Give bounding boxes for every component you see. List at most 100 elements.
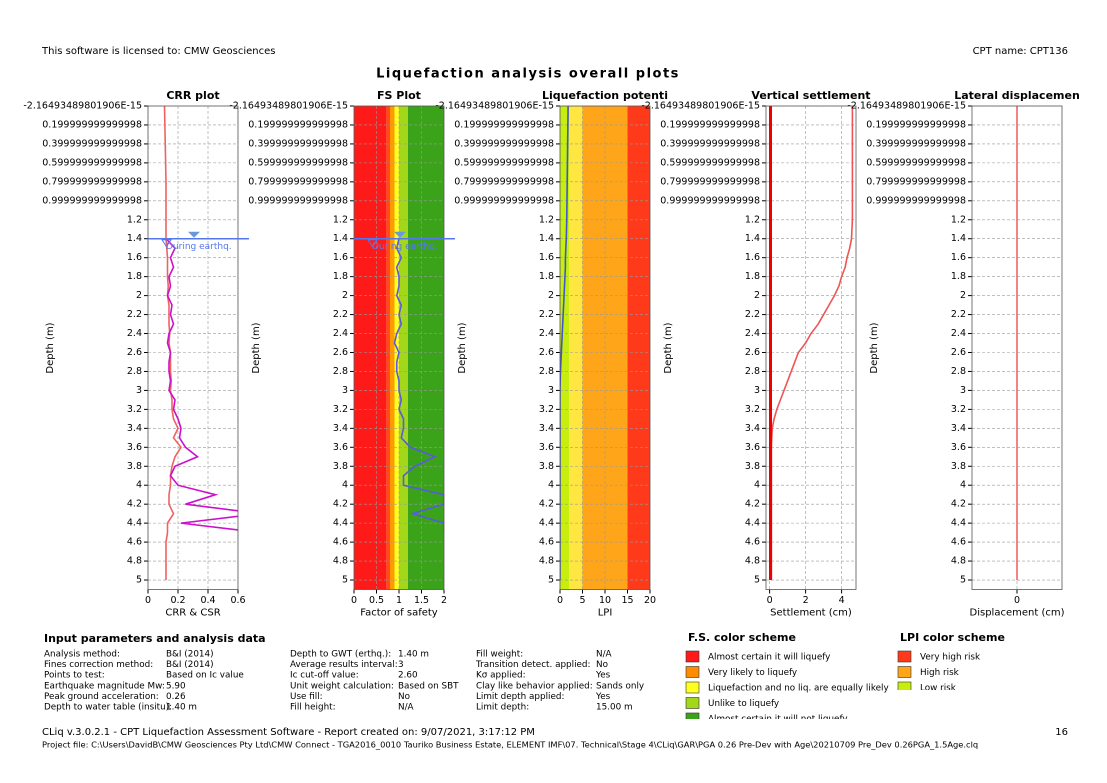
y-tick-label: 3.2 <box>127 404 142 415</box>
y-tick-label: 2.2 <box>127 309 142 320</box>
plot-area <box>354 106 444 590</box>
y-tick-label: 1.4 <box>333 233 348 244</box>
fs-scheme-title: F.S. color scheme <box>688 631 796 644</box>
y-tick-label: 3.8 <box>333 461 348 472</box>
y-tick-label: 3.2 <box>333 404 348 415</box>
annotation: During earthq. <box>166 242 232 252</box>
scheme-swatch <box>897 650 912 663</box>
y-tick-label: 3.2 <box>951 404 966 415</box>
x-tick-label: 0 <box>767 595 773 606</box>
y-axis-label: Depth (m) <box>457 322 468 373</box>
param-value: B&I (2014) <box>166 660 214 670</box>
y-tick-label: 2.8 <box>745 366 760 377</box>
band <box>560 106 569 590</box>
x-axis-label: Displacement (cm) <box>970 608 1065 619</box>
x-axis-label: LPI <box>598 608 613 619</box>
plot-frame <box>147 105 239 590</box>
y-tick-label: 3.4 <box>333 423 348 434</box>
y-tick-label: 0.199999999999998 <box>660 119 760 130</box>
y-tick-label: 2.8 <box>127 366 142 377</box>
y-tick-label: 0.799999999999998 <box>660 176 760 187</box>
y-tick-label: 1.2 <box>333 214 348 225</box>
param-value: No <box>398 692 410 702</box>
y-tick-label: 1.6 <box>127 252 142 263</box>
fs-scheme: Almost certain it will liquefy Very likel… <box>685 650 889 719</box>
y-tick-label: 4.8 <box>745 556 760 567</box>
cpt-name: CPT name: CPT136 <box>973 46 1068 57</box>
x-tick-label: 0 <box>351 595 357 606</box>
y-tick-label: 2.4 <box>333 328 348 339</box>
y-tick-label: 2.6 <box>951 347 966 358</box>
y-tick-label: 4.6 <box>333 537 348 548</box>
param-label: Average results interval: <box>290 660 398 670</box>
y-tick-label: 4.6 <box>539 537 554 548</box>
water-marker <box>394 231 406 238</box>
y-tick-label: 3.6 <box>127 442 142 453</box>
y-tick-label: 1.4 <box>951 233 966 244</box>
project-file: Project file: C:\Users\DavidB\CMW Geosci… <box>42 740 978 750</box>
param-value: Based on Ic value <box>166 671 244 681</box>
y-tick-label: 2.4 <box>539 328 554 339</box>
y-tick-label: 2.2 <box>951 309 966 320</box>
param-label: Kσ applied: <box>476 671 526 681</box>
y-tick-label: 4.2 <box>745 499 760 510</box>
param-label: Transition detect. applied: <box>475 660 590 670</box>
scheme-swatch <box>685 666 700 678</box>
y-tick-label: 3.8 <box>951 461 966 472</box>
param-label: Fill weight: <box>476 650 523 660</box>
y-tick-label: 2 <box>754 290 760 301</box>
chart-title: Lateral displacemen <box>954 89 1080 102</box>
x-tick-label: 0.6 <box>230 595 245 606</box>
y-tick-label: 1.4 <box>745 233 760 244</box>
series-line <box>163 106 182 581</box>
y-axis-label: Depth (m) <box>45 322 56 373</box>
y-tick-label: 0.599999999999998 <box>866 157 966 168</box>
y-tick-label: 1.8 <box>127 271 142 282</box>
y-tick-label: 2.6 <box>539 347 554 358</box>
y-tick-label: 0.999999999999998 <box>660 195 760 206</box>
y-tick-label: 1.2 <box>127 214 142 225</box>
y-tick-label: 1.6 <box>333 252 348 263</box>
param-value: 15.00 m <box>596 703 633 713</box>
param-label: Depth to water table (insitu): <box>44 703 172 713</box>
plot-area <box>560 106 650 590</box>
y-tick-label: 1.2 <box>951 214 966 225</box>
x-axis-label: Factor of safety <box>360 608 438 619</box>
param-label: Fines correction method: <box>44 660 153 670</box>
param-value: Yes <box>595 692 611 702</box>
y-tick-label: 4.8 <box>951 556 966 567</box>
scheme-swatch <box>897 681 912 690</box>
band <box>354 106 387 590</box>
param-label: Unit weight calculation: <box>290 681 394 691</box>
y-tick-label: 3.4 <box>127 423 142 434</box>
y-tick-label: 0.199999999999998 <box>42 119 142 130</box>
param-value: N/A <box>596 650 612 660</box>
y-tick-label: 0.799999999999998 <box>454 176 554 187</box>
param-label: Points to test: <box>44 671 105 681</box>
chart-title: Vertical settlement <box>751 89 870 102</box>
y-tick-label: 3 <box>754 385 760 396</box>
param-value: 1.40 m <box>398 650 429 660</box>
y-axis-label: Depth (m) <box>869 322 880 373</box>
param-label: Earthquake magnitude Mw: <box>44 681 165 691</box>
series-line <box>393 238 444 533</box>
scheme-label: Unlike to liquefy <box>708 699 779 709</box>
x-axis-label: CRR & CSR <box>165 608 220 619</box>
x-tick-label: 10 <box>599 595 611 606</box>
y-tick-label: 0.799999999999998 <box>248 176 348 187</box>
annotation: During earthq. <box>372 242 438 252</box>
band <box>390 106 395 590</box>
y-tick-label: 0.599999999999998 <box>454 157 554 168</box>
x-tick-label: 1.5 <box>414 595 429 606</box>
y-tick-label: 1.8 <box>745 271 760 282</box>
y-tick-label: 3.4 <box>951 423 966 434</box>
y-tick-label: 4.8 <box>333 556 348 567</box>
y-tick-label: 3.4 <box>745 423 760 434</box>
y-tick-label: 2.2 <box>333 309 348 320</box>
param-value: No <box>596 660 608 670</box>
scheme-swatch <box>685 650 700 663</box>
water-marker <box>188 231 200 238</box>
scheme-swatch <box>685 681 700 694</box>
plot-frame <box>559 105 651 590</box>
y-tick-label: 4 <box>342 480 348 491</box>
